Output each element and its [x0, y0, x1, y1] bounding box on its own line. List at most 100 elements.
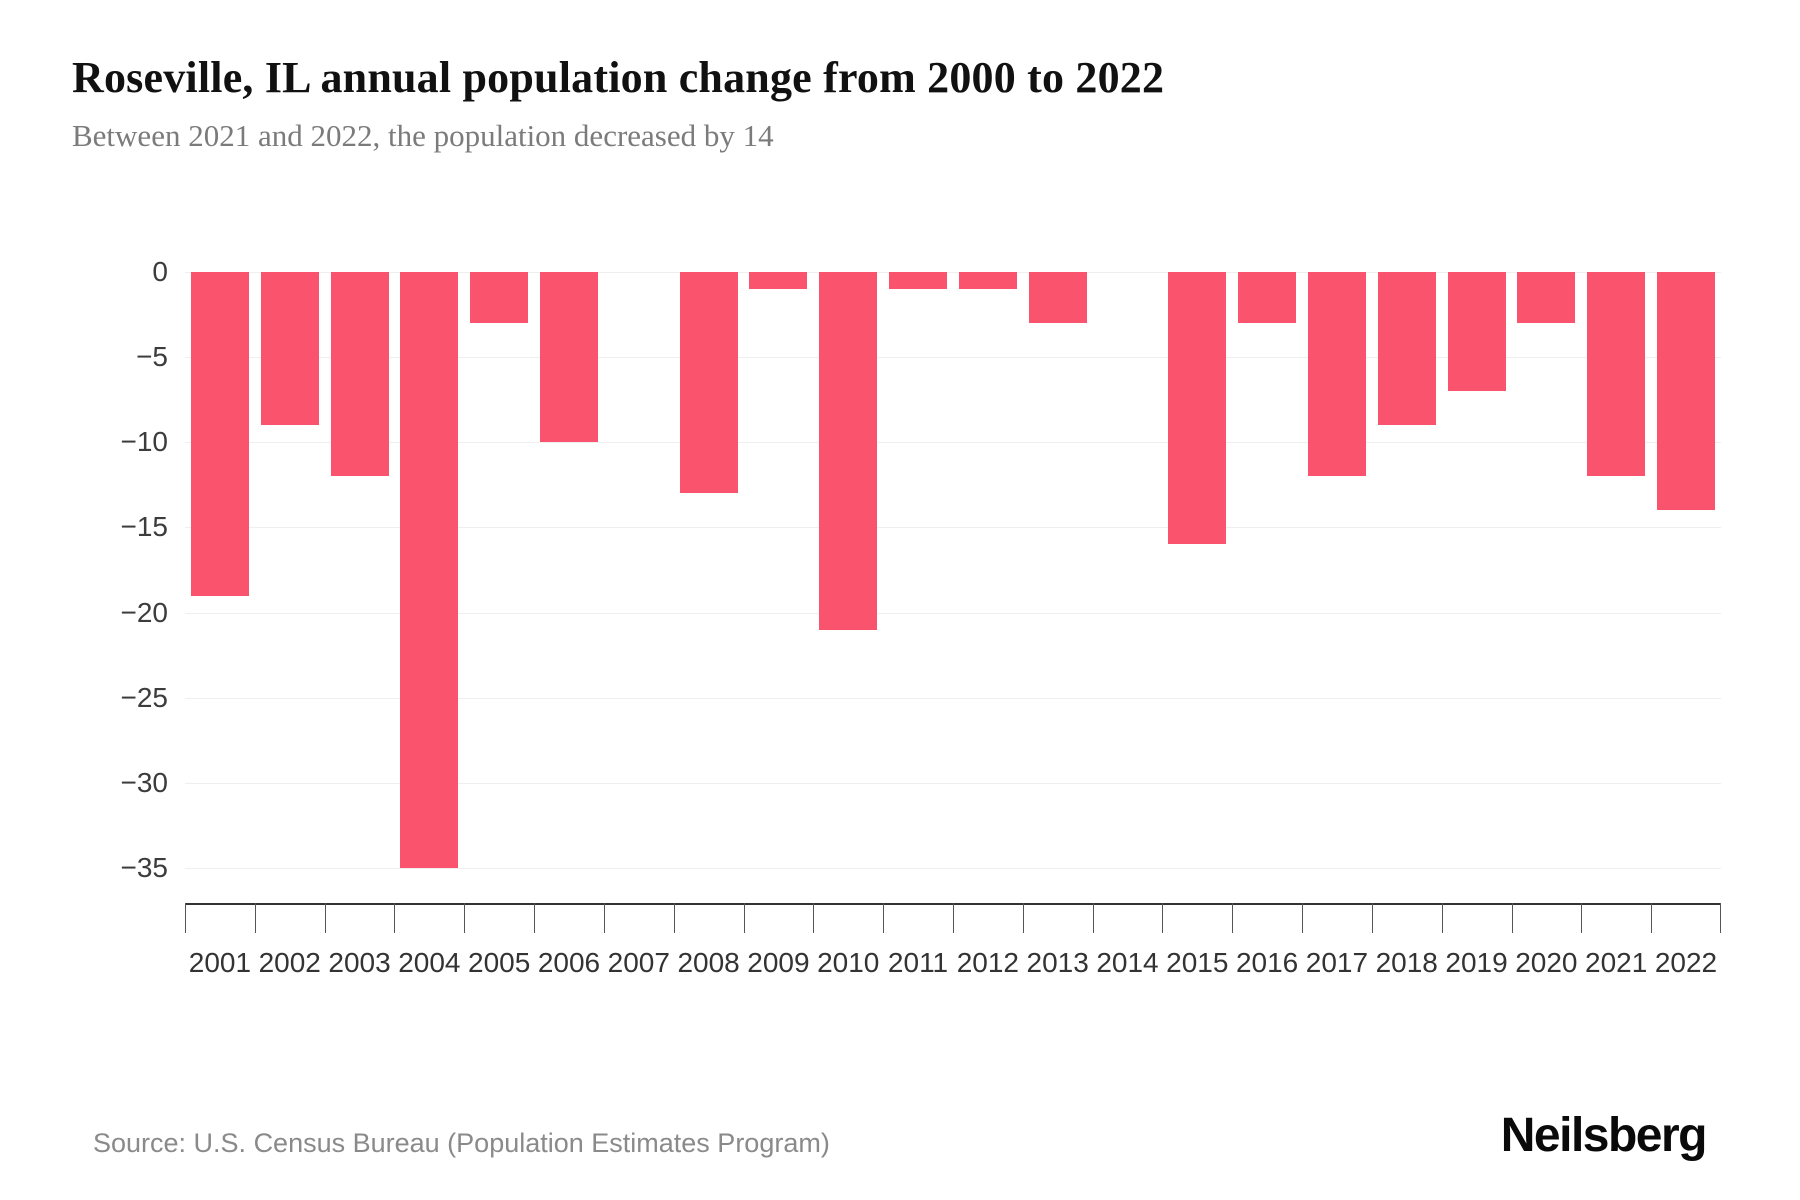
bar-slot-2013: [1023, 272, 1093, 903]
bar-slot-2002: [255, 272, 325, 903]
x-axis-label-2015: 2015: [1166, 947, 1229, 978]
x-axis-label-2010: 2010: [817, 947, 880, 978]
bar-2002: [260, 272, 319, 426]
x-axis-tick-16: [1302, 903, 1304, 933]
x-axis-label-2013: 2013: [1026, 947, 1089, 978]
x-axis-tick-4: [464, 903, 466, 933]
x-axis-tick-10: [883, 903, 885, 933]
x-axis-label-2011: 2011: [887, 947, 949, 978]
x-axis-label-2012: 2012: [956, 947, 1019, 978]
y-axis-label--5: −5: [136, 341, 168, 373]
bar-slot-2001: [185, 272, 255, 903]
x-axis-tick-3: [394, 903, 396, 933]
bar-slot-2012: [953, 272, 1023, 903]
bar-slot-2017: [1302, 272, 1372, 903]
page-title: Roseville, IL annual population change f…: [72, 53, 1165, 102]
bar-2001: [190, 272, 249, 596]
x-axis-tick-18: [1441, 903, 1443, 933]
x-axis-tick-13: [1092, 903, 1094, 933]
x-axis-labels: 2001 2002 2003 2004 2005 2006 2007 2008 2009 2010…: [185, 947, 1721, 979]
x-axis-tick-7: [673, 903, 675, 933]
bar-slot-2009: [744, 272, 814, 903]
x-axis-tick-9: [813, 903, 815, 933]
bar-2005: [470, 272, 529, 324]
gridline--15: [185, 527, 1721, 529]
bar-2008: [679, 272, 738, 494]
bar-slot-2018: [1372, 272, 1442, 903]
bar-slot-2016: [1232, 272, 1302, 903]
x-axis-label-2004: 2004: [398, 947, 461, 978]
x-axis-label-2009: 2009: [747, 947, 810, 978]
bar-slot-2005: [464, 272, 534, 903]
bar-2004: [400, 272, 459, 868]
bar-2017: [1307, 272, 1366, 477]
x-axis-label-2022: 2022: [1654, 947, 1718, 978]
x-axis-label-2018: 2018: [1375, 947, 1438, 978]
x-axis-tick-12: [1022, 903, 1024, 933]
gridline--30: [185, 782, 1721, 784]
y-axis-label-0: 0: [152, 256, 168, 287]
x-axis-tick-5: [534, 903, 536, 933]
x-axis-tick-8: [743, 903, 745, 933]
gridline--35: [185, 868, 1721, 869]
x-axis-label-2008: 2008: [677, 947, 740, 978]
bar-2009: [749, 272, 808, 290]
y-axis-label--35: −35: [120, 852, 169, 883]
bars-layer: [185, 272, 1721, 903]
bar-2013: [1028, 272, 1087, 324]
bar-2018: [1377, 272, 1436, 426]
bar-2020: [1517, 272, 1576, 324]
plot-area: 0 −5 −10 −15 −20 −25 −30 −35 2001 2002 2003 2004 20…: [121, 257, 1721, 978]
x-axis-tick-17: [1371, 903, 1373, 933]
x-axis-label-2020: 2020: [1515, 947, 1578, 978]
x-axis-label-2017: 2017: [1305, 947, 1369, 978]
page-subtitle: Between 2021 and 2022, the population de…: [72, 118, 774, 153]
x-axis-tick-15: [1232, 903, 1234, 933]
source-note: Source: U.S. Census Bureau (Population E…: [93, 1128, 830, 1158]
bar-slot-2019: [1442, 272, 1512, 903]
bar-slot-2022: [1651, 272, 1721, 903]
x-axis-label-2019: 2019: [1445, 947, 1508, 978]
x-axis-label-2021: 2021: [1585, 947, 1648, 978]
x-axis-label-2005: 2005: [468, 947, 531, 978]
y-axis-label--20: −20: [120, 596, 169, 628]
bar-slot-2015: [1162, 272, 1232, 903]
bar-2003: [330, 272, 389, 477]
bar-slot-2020: [1511, 272, 1581, 903]
y-axis-label--15: −15: [120, 511, 169, 543]
gridline--20: [185, 612, 1721, 614]
bar-2016: [1238, 272, 1297, 324]
bar-2011: [889, 272, 948, 290]
x-axis-tick-22: [1720, 903, 1721, 933]
brand-logo: Neilsberg: [1500, 1109, 1708, 1162]
bar-slot-2006: [534, 272, 604, 903]
bar-slot-2008: [674, 272, 744, 903]
y-axis-label--10: −10: [120, 426, 169, 458]
x-axis-label-2003: 2003: [328, 947, 391, 978]
x-axis-label-2016: 2016: [1235, 947, 1299, 978]
x-axis-tick-11: [953, 903, 954, 933]
bar-2022: [1656, 272, 1715, 511]
bar-slot-2007: [604, 272, 674, 903]
x-axis-tick-1: [254, 903, 256, 933]
bar-slot-2004: [394, 272, 464, 903]
bar-2010: [819, 272, 878, 630]
bar-slot-2003: [325, 272, 395, 903]
bar-2006: [539, 272, 598, 443]
bar-slot-2010: [813, 272, 883, 903]
x-axis-label-2007: 2007: [607, 947, 670, 978]
x-axis-label-2006: 2006: [537, 947, 601, 978]
x-axis-tick-6: [603, 903, 605, 933]
x-axis-ticks: [185, 903, 1721, 935]
x-axis-tick-21: [1651, 903, 1653, 933]
gridline-0: [185, 272, 1721, 273]
bar-2021: [1587, 272, 1646, 477]
bar-2015: [1168, 272, 1227, 545]
x-axis-tick-19: [1511, 903, 1513, 933]
y-axis-label--25: −25: [120, 681, 169, 713]
x-axis-label-2014: 2014: [1096, 947, 1159, 978]
x-axis-label-2002: 2002: [258, 947, 321, 978]
x-axis-tick-20: [1581, 903, 1583, 933]
x-axis-tick-0: [185, 903, 186, 933]
